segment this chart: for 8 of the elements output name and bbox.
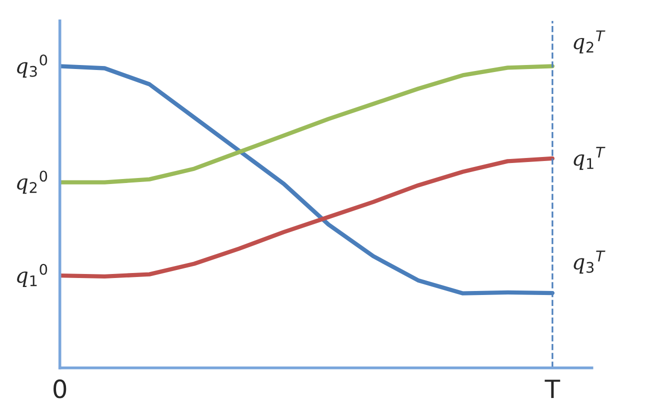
annotation: q$_{1}$$^{T}$	[574, 146, 606, 170]
x-tick-label: 0	[54, 379, 66, 398]
annotation: q$_{2}$$^{0}$	[17, 170, 48, 194]
annotation: q$_{3}$$^{0}$	[17, 54, 48, 78]
annotation: q$_{3}$$^{T}$	[574, 250, 606, 274]
annotation: q$_{2}$$^{T}$	[574, 30, 606, 54]
x-tick-label: T	[544, 380, 560, 398]
annotation: q$_{1}$$^{0}$	[17, 264, 48, 287]
